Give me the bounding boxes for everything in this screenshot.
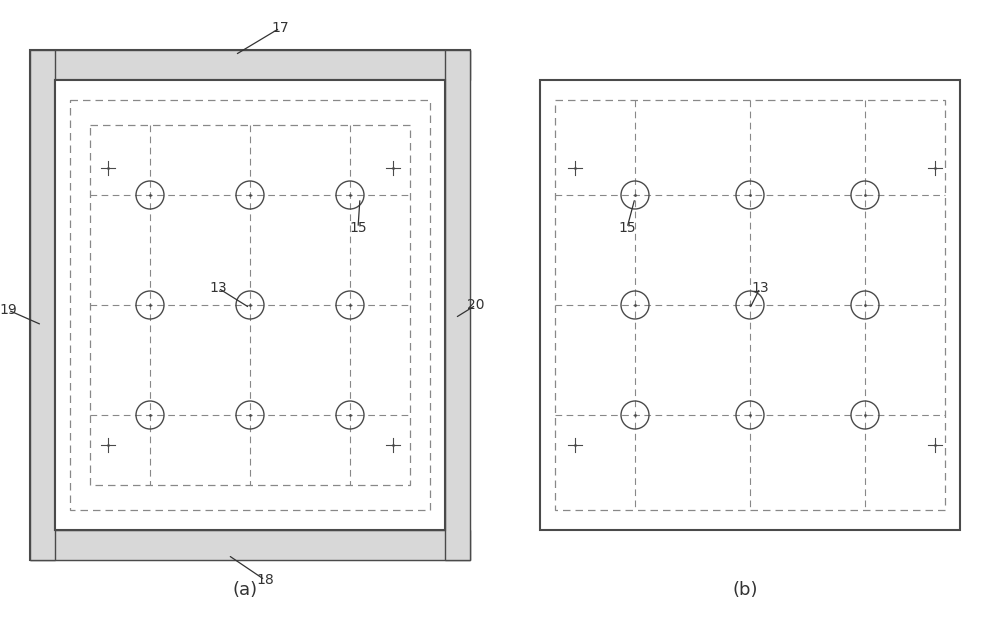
Text: 15: 15	[349, 221, 367, 235]
Text: 13: 13	[209, 281, 227, 295]
Bar	[540, 80, 960, 530]
Bar	[55, 80, 445, 530]
Text: 18: 18	[256, 573, 274, 587]
Bar	[90, 125, 410, 485]
Bar	[55, 80, 445, 530]
Text: 20: 20	[467, 298, 485, 312]
Text: (b): (b)	[732, 581, 758, 599]
Bar	[445, 50, 470, 560]
Bar	[30, 50, 55, 560]
Text: 17: 17	[271, 21, 289, 35]
Bar	[30, 530, 470, 560]
Bar	[555, 100, 945, 510]
Bar	[70, 100, 430, 510]
Text: 15: 15	[618, 221, 636, 235]
Text: (a): (a)	[232, 581, 258, 599]
Bar	[30, 50, 470, 80]
Text: 13: 13	[751, 281, 769, 295]
Bar	[30, 50, 470, 560]
Text: 19: 19	[0, 303, 17, 317]
